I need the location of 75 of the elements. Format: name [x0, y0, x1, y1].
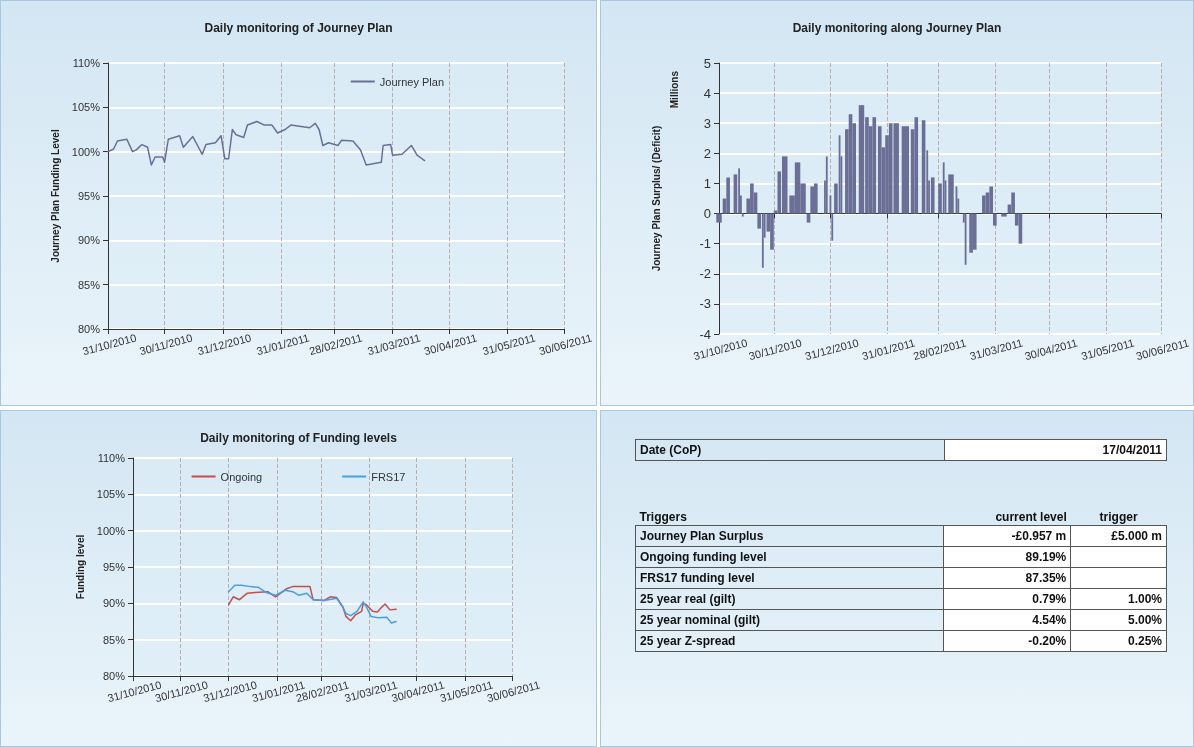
- bar: [1001, 213, 1007, 217]
- line-series: [107, 120, 426, 166]
- y-tick-label: 105%: [71, 101, 101, 114]
- bar: [858, 105, 865, 214]
- category-label: Ongoing funding level: [635, 546, 944, 568]
- y-tick-label: 105%: [96, 488, 126, 501]
- series-label: trigger: [1098, 509, 1139, 526]
- y-tick-label: 5: [703, 55, 711, 71]
- y-tick-label: 85%: [77, 278, 101, 291]
- y-tick-label: 100%: [96, 524, 126, 537]
- bar: [1011, 192, 1015, 214]
- y-tick-label: 90%: [77, 234, 101, 247]
- data-label: 4.54%: [943, 609, 1071, 631]
- y-tick-label: -2: [699, 266, 711, 282]
- category-label: 25 year real (gilt): [635, 588, 944, 610]
- bar: [813, 183, 818, 214]
- category-label: Journey Plan Surplus: [635, 525, 944, 547]
- y-tick-label: -1: [699, 236, 711, 252]
- chart-title: Daily monitoring of Journey Plan: [204, 21, 393, 35]
- bar: [810, 186, 814, 214]
- bar: [770, 213, 774, 250]
- series-label: current level: [994, 509, 1068, 526]
- category-label: 25 year Z-spread: [635, 630, 944, 652]
- y-tick-label: 1: [703, 175, 711, 191]
- data-label: 89.19%: [943, 546, 1071, 568]
- y-axis-title: Funding level: [74, 534, 86, 600]
- bar: [877, 126, 882, 214]
- y-tick-label: -3: [699, 296, 711, 312]
- category-label: FRS17 funding level: [635, 567, 944, 589]
- bar: [930, 177, 935, 214]
- bar: [948, 174, 954, 214]
- y-tick-label: 85%: [102, 633, 126, 646]
- y-tick-label: 3: [703, 115, 711, 131]
- y-axis-title: Journey Plan Funding Level: [49, 129, 61, 263]
- y-tick-label: 110%: [97, 452, 126, 464]
- y-tick-label: 95%: [102, 561, 126, 573]
- bar: [982, 195, 986, 214]
- bar: [893, 123, 899, 214]
- bar: [993, 213, 997, 226]
- legend-label: Journey Plan: [379, 75, 445, 88]
- y-tick-label: 80%: [77, 323, 101, 335]
- text: Triggers: [638, 509, 688, 526]
- data-label: 0.79%: [943, 588, 1071, 610]
- data-label: -£0.957 m: [943, 525, 1071, 547]
- y-tick-label: 90%: [102, 597, 126, 610]
- bar: [969, 213, 973, 253]
- text: Millions: [668, 70, 680, 109]
- bar: [726, 177, 730, 214]
- data-label: £5.000 m: [1070, 525, 1167, 547]
- y-tick-label: 2: [703, 145, 711, 161]
- y-tick-label: 0: [703, 206, 711, 222]
- data-label: 5.00%: [1070, 609, 1167, 631]
- y-tick-label: 110%: [72, 57, 101, 69]
- data-label: 0.25%: [1070, 630, 1167, 652]
- y-axis-title: Journey Plan Surplus/ (Deficit): [650, 125, 662, 272]
- data-label: -0.20%: [943, 630, 1071, 652]
- y-tick-label: 80%: [102, 670, 126, 682]
- y-tick-label: -4: [699, 326, 711, 342]
- legend-label: FRS17: [371, 470, 406, 483]
- chart-title: Daily monitoring along Journey Plan: [792, 21, 1002, 35]
- data-label: 1.00%: [1070, 588, 1167, 610]
- y-tick-label: 95%: [77, 190, 101, 202]
- bar: [750, 183, 754, 214]
- bar: [989, 186, 993, 214]
- text: 17/04/2011: [944, 439, 1167, 461]
- y-tick-label: 4: [703, 85, 711, 101]
- legend-label: Ongoing: [220, 470, 263, 483]
- bar: [972, 213, 977, 250]
- bar: [914, 117, 919, 214]
- data-label: 87.35%: [943, 567, 1071, 589]
- text: Date (CoP): [635, 439, 945, 461]
- chart-title: Daily monitoring of Funding levels: [200, 431, 398, 445]
- y-tick-label: 100%: [71, 145, 101, 158]
- bar: [872, 117, 877, 214]
- category-label: 25 year nominal (gilt): [635, 609, 944, 631]
